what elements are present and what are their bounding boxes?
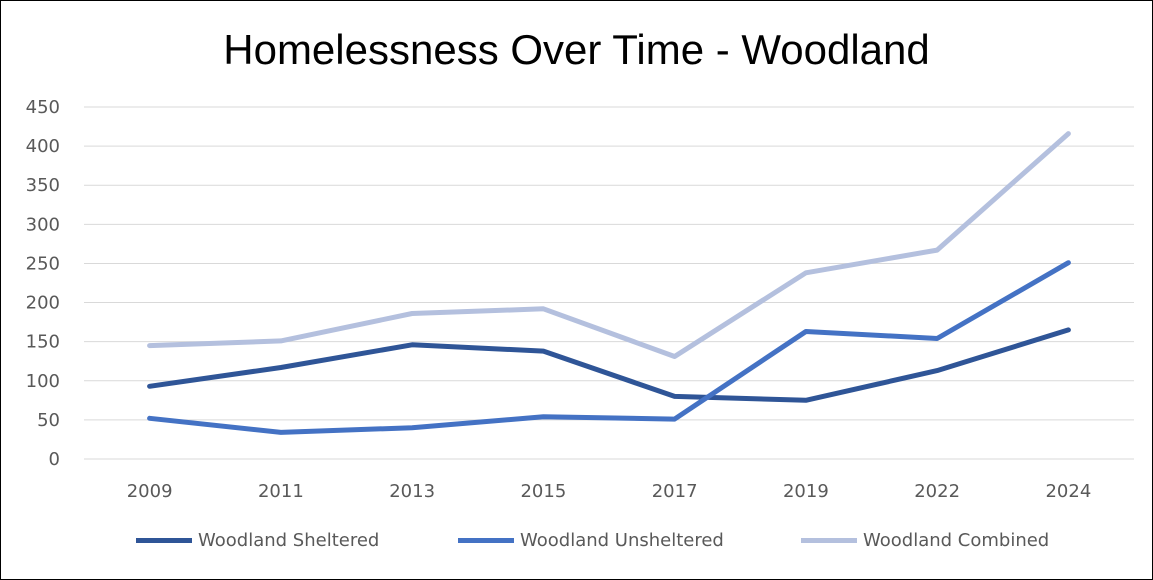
y-tick-label: 450 [26,97,60,118]
series-line-1 [147,327,1071,403]
x-tick-label: 2024 [1045,481,1091,502]
chart-title: Homelessness Over Time - Woodland [223,26,930,73]
y-tick-label: 250 [26,253,60,274]
legend-item: Woodland Unsheltered [458,530,724,551]
x-tick-label: 2013 [389,481,435,502]
y-tick-label: 0 [49,449,60,470]
legend-swatch [136,538,192,543]
x-tick-label: 2011 [258,481,304,502]
x-tick-label: 2022 [914,481,960,502]
series-line-2 [147,260,1071,435]
y-tick-label: 200 [26,293,60,314]
legend-item: Woodland Combined [801,530,1049,551]
gridlines [84,106,1134,460]
y-tick-label: 300 [26,214,60,235]
x-tick-label: 2017 [652,481,698,502]
x-tick-label: 2015 [520,481,566,502]
y-axis-ticks: 0 50 100 150 200 250 300 350 400 450 [26,97,60,470]
legend-label: Woodland Unsheltered [520,530,724,551]
y-tick-label: 50 [37,410,60,431]
legend-label: Woodland Sheltered [198,530,380,551]
series-lines [147,131,1071,435]
y-tick-label: 100 [26,371,60,392]
y-tick-label: 150 [26,332,60,353]
legend: Woodland Sheltered Woodland Unsheltered Wo… [0,530,1153,560]
y-tick-label: 400 [26,136,60,157]
series-line-3 [147,131,1071,359]
x-tick-label: 2019 [783,481,829,502]
y-tick-label: 350 [26,175,60,196]
legend-label: Woodland Combined [863,530,1050,551]
legend-swatch [801,538,857,543]
legend-item: Woodland Sheltered [136,530,379,551]
x-tick-label: 2009 [127,481,173,502]
legend-swatch [458,538,514,543]
x-axis-ticks: 2009 2011 2013 2015 2017 2019 2022 2024 [127,481,1092,502]
